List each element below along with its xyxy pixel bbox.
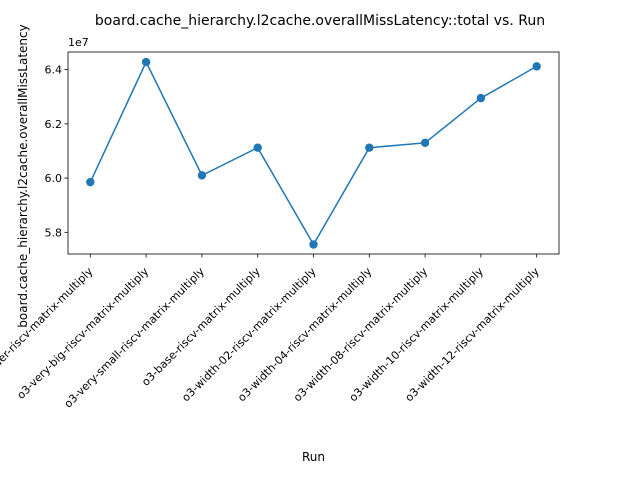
- data-point: [197, 171, 207, 180]
- y-tick-label: 5.8: [45, 226, 63, 239]
- data-point: [532, 62, 541, 71]
- plot-frame: [67, 51, 560, 255]
- data-point: [141, 57, 151, 67]
- x-axis-label: Run: [302, 450, 325, 464]
- plot-area: 5.86.06.26.4inorder-riscv-matrix-multipl…: [0, 51, 560, 410]
- data-point: [86, 177, 95, 187]
- data-point: [309, 240, 318, 249]
- data-point: [420, 138, 430, 148]
- x-tick-label: o3-base-riscv-matrix-multiply: [139, 265, 263, 389]
- data-point: [476, 93, 486, 103]
- y-tick-label: 6.0: [45, 172, 63, 185]
- chart-title: board.cache_hierarchy.l2cache.overallMis…: [95, 13, 545, 29]
- y-tick-label: 6.4: [45, 64, 63, 77]
- y-axis-offset-label: 1e7: [68, 36, 89, 49]
- y-axis-label: board.cache_hierarchy.l2cache.overallMis…: [16, 24, 30, 327]
- y-tick-label: 6.2: [45, 118, 63, 131]
- series-line: [89, 60, 538, 247]
- data-point: [253, 143, 262, 152]
- data-point: [365, 143, 374, 152]
